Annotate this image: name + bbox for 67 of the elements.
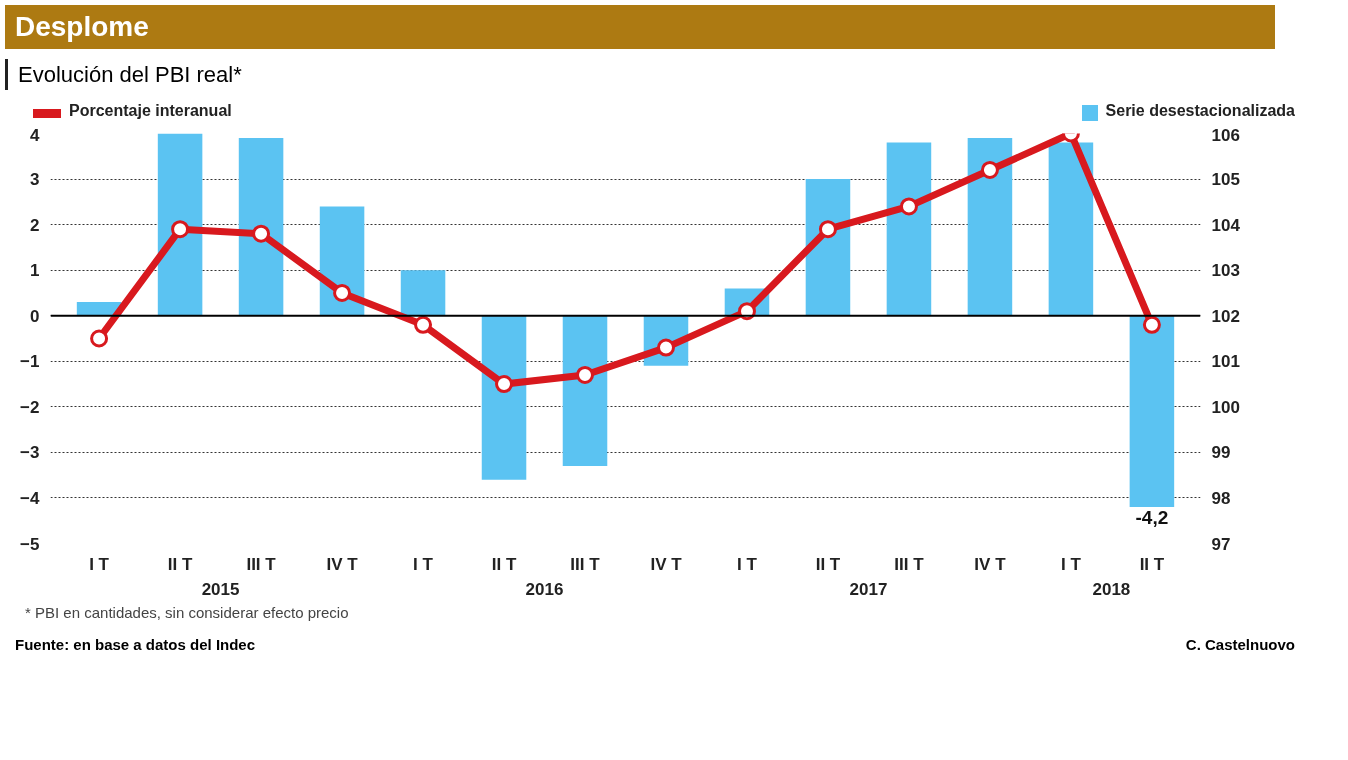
text: 2016 <box>525 579 564 599</box>
legend-label: Serie desestacionalizada <box>1105 102 1295 120</box>
point <box>495 375 514 394</box>
y-tick-label: −5 <box>20 534 40 554</box>
point <box>1142 316 1161 335</box>
x-tick-label: IV T <box>326 554 359 574</box>
point <box>980 161 999 180</box>
y2-tick-label: 104 <box>1211 215 1241 235</box>
y2-tick-label: 102 <box>1211 306 1240 326</box>
text: 2017 <box>849 579 888 599</box>
y-tick-label: 3 <box>30 170 40 190</box>
x-tick-label: I T <box>1061 554 1082 574</box>
text: 2018 <box>1092 579 1131 599</box>
bar <box>481 315 527 480</box>
bar <box>562 315 608 467</box>
bar <box>805 179 851 316</box>
x-tick-label: III T <box>246 554 277 574</box>
point <box>414 316 433 335</box>
chart-subtitle: Evolución del PBI real* <box>18 61 242 89</box>
x-tick-label: II T <box>815 554 841 574</box>
legend-label: Porcentaje interanual <box>69 102 232 120</box>
chart-title: Desplome <box>15 10 149 44</box>
y-tick-label: 4 <box>30 125 41 145</box>
y-tick-label: −1 <box>20 352 40 372</box>
y-tick-label: −4 <box>20 489 41 509</box>
bar <box>967 138 1013 316</box>
y2-tick-label: 100 <box>1211 398 1240 418</box>
x-tick-label: II T <box>491 554 517 574</box>
bar <box>886 142 932 316</box>
x-tick-label: II T <box>167 554 193 574</box>
bar <box>1048 142 1094 316</box>
x-tick-label: IV T <box>650 554 683 574</box>
point <box>90 329 109 348</box>
y2-tick-label: 101 <box>1211 352 1240 372</box>
x-tick-label: IV T <box>974 554 1007 574</box>
text: 2015 <box>201 579 240 599</box>
x-tick-label: I T <box>89 554 110 574</box>
x-tick-label: I T <box>737 554 758 574</box>
point <box>818 220 837 239</box>
y2-tick-label: 99 <box>1211 443 1231 463</box>
y2-tick-label: 97 <box>1211 534 1231 554</box>
point <box>576 366 595 385</box>
point <box>252 225 271 243</box>
x-tick-label: III T <box>894 554 925 574</box>
x-tick-label: III T <box>570 554 601 574</box>
y2-tick-label: 98 <box>1211 489 1231 509</box>
y2-tick-label: 105 <box>1211 170 1240 190</box>
text: C. Castelnuovo <box>1185 634 1295 655</box>
bar <box>400 270 446 316</box>
x-tick-label: II T <box>1139 554 1165 574</box>
point <box>333 284 352 303</box>
bar <box>1129 315 1175 508</box>
x-tick-label: I T <box>413 554 434 574</box>
y-tick-label: 2 <box>30 215 40 235</box>
y-tick-label: 1 <box>30 261 40 281</box>
y-tick-label: −3 <box>20 443 40 463</box>
data-label: -4,2 <box>1135 507 1169 529</box>
y-tick-label: 0 <box>30 306 40 326</box>
y2-tick-label: 103 <box>1211 261 1240 281</box>
bar <box>157 133 203 316</box>
point <box>171 220 190 239</box>
bar <box>238 138 284 316</box>
point <box>899 197 918 216</box>
y2-tick-label: 106 <box>1211 125 1240 145</box>
text: * PBI en cantidades, sin considerar efecto precio <box>25 603 349 624</box>
y-tick-label: −2 <box>20 398 40 418</box>
source-note: Fuente: en base a datos del Indec <box>15 634 256 655</box>
